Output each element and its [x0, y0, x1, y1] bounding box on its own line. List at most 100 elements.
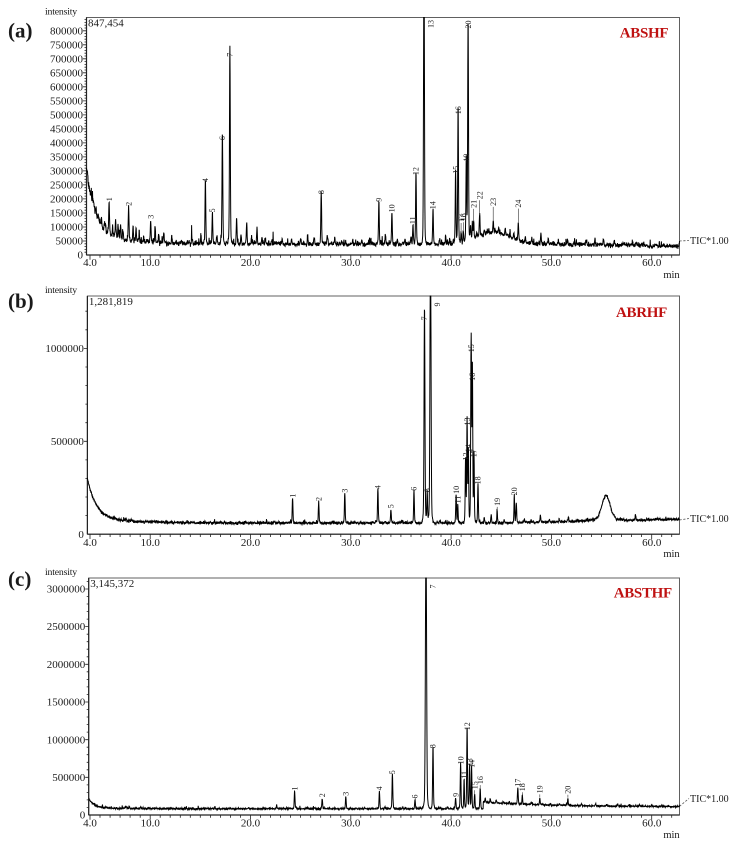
- svg-text:4.0: 4.0: [83, 818, 97, 830]
- svg-text:50000: 50000: [56, 236, 84, 248]
- svg-text:10.0: 10.0: [141, 257, 161, 269]
- svg-text:12: 12: [412, 167, 421, 175]
- svg-text:600000: 600000: [50, 81, 84, 93]
- svg-text:400000: 400000: [50, 138, 84, 150]
- svg-text:5: 5: [208, 208, 217, 212]
- svg-text:30.0: 30.0: [341, 257, 361, 269]
- svg-text:20.0: 20.0: [241, 537, 261, 549]
- svg-text:100000: 100000: [50, 222, 84, 234]
- svg-text:6: 6: [410, 487, 419, 491]
- svg-text:3: 3: [341, 489, 350, 493]
- svg-text:TIC*1.00: TIC*1.00: [690, 514, 729, 525]
- svg-text:9: 9: [375, 198, 384, 202]
- svg-text:1: 1: [105, 197, 114, 201]
- svg-text:15: 15: [470, 781, 479, 789]
- svg-text:500000: 500000: [50, 110, 84, 122]
- svg-text:18: 18: [518, 783, 527, 791]
- svg-text:15: 15: [467, 344, 476, 352]
- svg-text:3: 3: [342, 792, 351, 796]
- svg-text:1000000: 1000000: [47, 734, 86, 746]
- svg-text:24: 24: [514, 200, 523, 208]
- svg-text:0: 0: [78, 529, 84, 541]
- svg-text:3: 3: [146, 215, 155, 219]
- svg-text:13: 13: [427, 20, 436, 28]
- svg-text:40.0: 40.0: [441, 257, 461, 269]
- svg-text:4: 4: [201, 178, 210, 182]
- svg-text:150000: 150000: [50, 208, 84, 220]
- svg-text:16: 16: [476, 776, 485, 784]
- svg-text:60.0: 60.0: [642, 537, 662, 549]
- svg-text:1,281,819: 1,281,819: [89, 296, 133, 308]
- svg-text:15: 15: [451, 166, 460, 174]
- svg-text:16: 16: [454, 106, 463, 114]
- svg-text:1000000: 1000000: [45, 343, 84, 355]
- svg-text:5: 5: [388, 770, 397, 774]
- svg-text:(c): (c): [8, 567, 31, 591]
- svg-text:TIC*1.00: TIC*1.00: [690, 236, 729, 247]
- svg-text:350000: 350000: [50, 152, 84, 164]
- svg-text:2000000: 2000000: [47, 659, 86, 671]
- svg-text:60.0: 60.0: [642, 257, 662, 269]
- svg-text:19: 19: [462, 154, 471, 162]
- svg-text:14: 14: [467, 760, 476, 768]
- svg-text:4: 4: [375, 786, 384, 790]
- svg-text:4.0: 4.0: [83, 537, 97, 549]
- svg-text:20: 20: [464, 21, 473, 29]
- svg-text:4: 4: [374, 485, 383, 489]
- svg-text:intensity: intensity: [45, 7, 77, 18]
- svg-text:2: 2: [318, 793, 327, 797]
- svg-text:20.0: 20.0: [241, 818, 261, 830]
- svg-text:intensity: intensity: [45, 285, 77, 296]
- svg-text:20.0: 20.0: [241, 257, 261, 269]
- svg-text:250000: 250000: [50, 180, 84, 192]
- svg-text:16: 16: [468, 373, 477, 381]
- svg-text:1: 1: [288, 494, 297, 498]
- svg-text:700000: 700000: [50, 53, 84, 65]
- svg-text:(a): (a): [8, 19, 33, 43]
- svg-text:30.0: 30.0: [341, 818, 361, 830]
- svg-text:6: 6: [411, 795, 420, 799]
- svg-text:14: 14: [429, 201, 438, 209]
- svg-text:650000: 650000: [50, 67, 84, 79]
- svg-text:50.0: 50.0: [542, 818, 562, 830]
- svg-text:8: 8: [423, 488, 432, 492]
- svg-text:9: 9: [433, 303, 442, 307]
- svg-text:8: 8: [429, 744, 438, 748]
- svg-text:1500000: 1500000: [47, 697, 86, 709]
- svg-text:2: 2: [314, 497, 323, 501]
- svg-text:847,454: 847,454: [88, 18, 124, 30]
- svg-text:12: 12: [461, 453, 470, 461]
- svg-text:40.0: 40.0: [441, 818, 461, 830]
- svg-text:40.0: 40.0: [441, 537, 461, 549]
- svg-text:14: 14: [464, 444, 473, 452]
- svg-text:11: 11: [460, 771, 469, 779]
- svg-text:60.0: 60.0: [642, 818, 662, 830]
- svg-text:10.0: 10.0: [141, 818, 161, 830]
- svg-text:TIC*1.00: TIC*1.00: [690, 794, 729, 805]
- svg-text:13: 13: [465, 758, 474, 766]
- svg-text:18: 18: [459, 213, 468, 221]
- svg-text:10: 10: [388, 204, 397, 212]
- svg-text:min: min: [663, 549, 680, 560]
- svg-text:20: 20: [510, 487, 519, 495]
- svg-text:ABRHF: ABRHF: [616, 305, 667, 321]
- svg-text:10: 10: [452, 486, 461, 494]
- svg-text:3000000: 3000000: [47, 584, 86, 596]
- svg-text:500000: 500000: [52, 772, 86, 784]
- svg-text:6: 6: [218, 136, 227, 140]
- svg-text:7: 7: [226, 53, 235, 57]
- svg-text:19: 19: [493, 498, 502, 506]
- svg-text:2: 2: [124, 202, 133, 206]
- svg-text:9: 9: [451, 793, 460, 797]
- svg-text:12: 12: [463, 722, 472, 730]
- svg-text:21: 21: [469, 200, 478, 208]
- svg-text:23: 23: [489, 198, 498, 206]
- svg-text:30.0: 30.0: [341, 537, 361, 549]
- svg-text:7: 7: [429, 585, 438, 589]
- svg-text:intensity: intensity: [45, 567, 77, 578]
- svg-text:450000: 450000: [50, 124, 84, 136]
- svg-text:1: 1: [290, 787, 299, 791]
- svg-text:0: 0: [78, 250, 84, 262]
- svg-text:550000: 550000: [50, 96, 84, 108]
- svg-text:min: min: [663, 830, 680, 841]
